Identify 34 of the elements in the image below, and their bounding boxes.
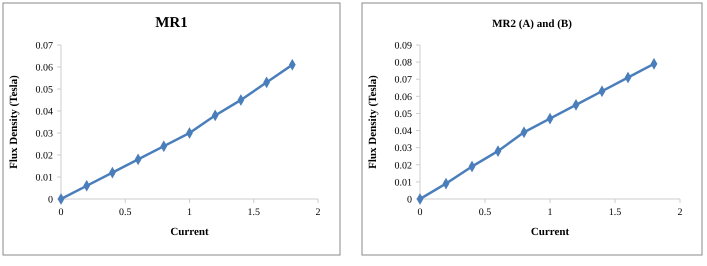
x-tick-label: 0 [58, 207, 64, 218]
y-tick-label: 0.03 [394, 143, 412, 154]
y-tick-label: 0.05 [394, 108, 412, 120]
y-tick-label: 0.08 [394, 58, 412, 69]
y-tick-label: 0.09 [394, 40, 412, 52]
x-tick-label: 1.5 [608, 207, 622, 218]
y-tick-label: 0.06 [36, 62, 53, 74]
x-tick-label: 0.5 [478, 207, 492, 218]
y-tick-label: 0.02 [394, 160, 412, 172]
x-tick-label: 1.5 [248, 207, 260, 218]
x-tick-label: 2 [316, 207, 320, 218]
y-tick-label: 0.02 [36, 150, 53, 162]
x-tick-label: 1 [548, 207, 552, 218]
x-tick-label: 0 [418, 207, 422, 218]
y-tick-label: 0 [48, 194, 53, 206]
x-axis-title: Current [530, 226, 570, 238]
x-tick-label: 0.5 [119, 207, 132, 218]
y-tick-label: 0 [407, 194, 412, 206]
chart-title: MR1 [155, 15, 188, 31]
y-tick-label: 0.01 [36, 172, 53, 184]
y-tick-label: 0.03 [36, 128, 53, 140]
y-tick-label: 0.04 [394, 126, 412, 138]
x-tick-label: 2 [678, 207, 682, 218]
chart-title: MR2 (A) and (B) [492, 18, 572, 30]
y-axis-title: Flux Density (Tesla) [8, 74, 20, 169]
x-tick-label: 1 [187, 207, 192, 218]
y-tick-label: 0.01 [394, 177, 412, 188]
y-axis-title: Flux Density (Tesla) [367, 74, 379, 169]
y-tick-label: 0.04 [36, 106, 53, 118]
y-tick-label: 0.06 [394, 92, 412, 103]
y-tick-label: 0.07 [36, 40, 53, 52]
y-tick-label: 0.05 [36, 84, 53, 96]
y-tick-label: 0.07 [394, 74, 412, 86]
x-axis-title: Current [170, 226, 209, 238]
